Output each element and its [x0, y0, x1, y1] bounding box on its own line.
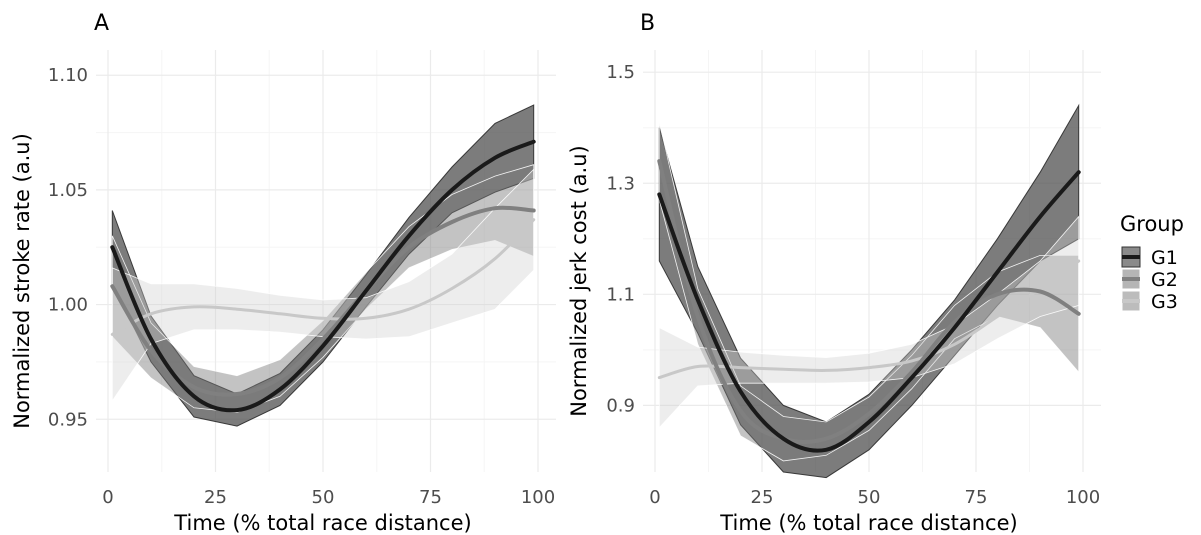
series-line-g1 — [657, 170, 1081, 453]
panel-tag: A — [94, 11, 109, 36]
ribbon-g3 — [658, 215, 1080, 429]
legend-label: G2 — [1151, 269, 1178, 291]
series-line-g2 — [657, 159, 1081, 444]
x-tick-label: 25 — [204, 487, 227, 508]
x-tick-label: 50 — [312, 487, 335, 508]
legend-key-g3 — [1121, 290, 1141, 312]
y-tick-label: 1.10 — [48, 65, 88, 86]
y-tick-label: 1.1 — [606, 284, 635, 305]
x-axis-title: Time (% total race distance) — [719, 511, 1017, 535]
panel-tag: B — [640, 11, 655, 36]
y-tick-label: 0.95 — [48, 409, 88, 430]
panel-b: 0 25 50 75 100 0.9 1.1 1.3 1.5 Time (% total race… — [567, 11, 1101, 535]
x-axis-title: Time (% total race distance) — [173, 511, 471, 535]
x-tick-label: 100 — [1066, 487, 1100, 508]
legend-label: G1 — [1151, 247, 1178, 269]
x-tick-label: 0 — [649, 487, 660, 508]
x-tick-label: 75 — [419, 487, 442, 508]
legend-key-g2 — [1121, 268, 1141, 290]
grid — [96, 50, 556, 472]
x-tick-label: 100 — [521, 487, 555, 508]
ribbon-g3 — [111, 168, 535, 403]
y-tick-label: 1.3 — [606, 173, 635, 194]
legend-title: Group — [1120, 212, 1184, 236]
series-line-g1 — [110, 139, 536, 413]
x-tick-label: 50 — [858, 487, 881, 508]
ribbon-g2 — [658, 122, 1080, 462]
y-axis-title: Normalized stroke rate (a.u) — [10, 133, 34, 429]
y-tick-label: 1.05 — [48, 180, 88, 201]
panel-a: 0 25 50 75 100 0.95 1.00 1.05 1.10 Time (% total … — [10, 11, 556, 535]
x-tick-label: 0 — [102, 487, 113, 508]
legend-label: G3 — [1151, 291, 1178, 313]
y-tick-label: 1.00 — [48, 295, 88, 316]
x-tick-label: 75 — [965, 487, 988, 508]
x-tick-label: 25 — [751, 487, 774, 508]
legend-key-g1 — [1121, 246, 1141, 268]
y-axis-title: Normalized jerk cost (a.u) — [567, 145, 591, 416]
series-line-g3 — [110, 218, 536, 336]
y-tick-label: 1.5 — [606, 62, 635, 83]
y-tick-label: 0.9 — [606, 395, 635, 416]
